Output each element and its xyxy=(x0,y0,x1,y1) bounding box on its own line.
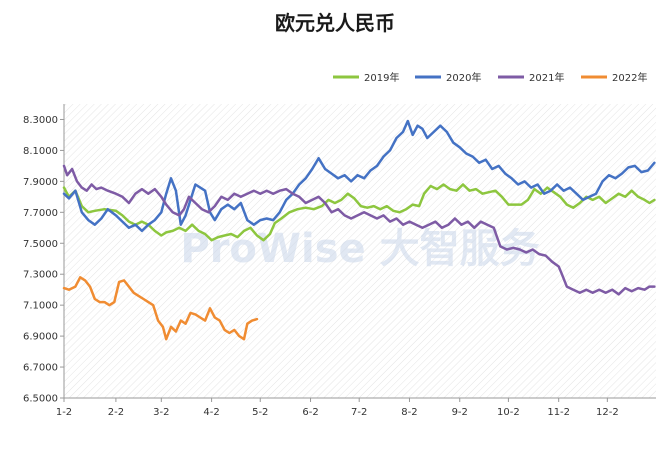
y-tick-label: 8.1000 xyxy=(23,146,58,157)
series-lines xyxy=(62,119,656,341)
x-tick-label: 11-2 xyxy=(547,407,570,418)
x-tick-label: 3-2 xyxy=(153,407,169,418)
legend-label: 2019年 xyxy=(364,71,399,84)
x-tick-label: 5-2 xyxy=(252,407,268,418)
plot-area-background xyxy=(64,104,656,398)
y-tick-label: 7.3000 xyxy=(23,270,58,281)
x-tick-label: 12-2 xyxy=(596,407,619,418)
y-tick-label: 7.5000 xyxy=(23,239,58,250)
x-tick-label: 4-2 xyxy=(203,407,219,418)
chart-title: 欧元兑人民币 xyxy=(275,11,395,35)
y-tick-label: 8.3000 xyxy=(23,115,58,126)
series-line-2 xyxy=(62,119,656,233)
series-line-3 xyxy=(62,164,656,296)
x-tick-label: 8-2 xyxy=(401,407,417,418)
x-tick-label: 10-2 xyxy=(497,407,520,418)
x-tick-label: 6-2 xyxy=(302,407,318,418)
series-line-1 xyxy=(62,183,656,242)
axes: 8.3000 8.1000 7.9000 7.7000 7.5000 7.3000 7.10… xyxy=(23,104,656,418)
legend-label: 2020年 xyxy=(446,71,481,84)
y-tick-label: 7.7000 xyxy=(23,208,58,219)
y-tick-label: 7.9000 xyxy=(23,177,58,188)
y-tick-label: 7.1000 xyxy=(23,301,58,312)
watermark: ProWise 大智服务 xyxy=(180,226,539,272)
legend: 2019年 2020年 2021年 2022年 xyxy=(333,71,647,84)
y-tick-label: 6.5000 xyxy=(23,394,58,405)
y-tick-label: 6.7000 xyxy=(23,363,58,374)
series-line-4 xyxy=(62,276,259,341)
x-tick-label: 2-2 xyxy=(108,407,124,418)
x-tick-label: 9-2 xyxy=(452,407,468,418)
legend-label: 2022年 xyxy=(612,71,647,84)
y-tick-label: 6.9000 xyxy=(23,332,58,343)
x-tick-label: 7-2 xyxy=(351,407,367,418)
legend-label: 2021年 xyxy=(529,71,564,84)
x-tick-label: 1-2 xyxy=(56,407,72,418)
